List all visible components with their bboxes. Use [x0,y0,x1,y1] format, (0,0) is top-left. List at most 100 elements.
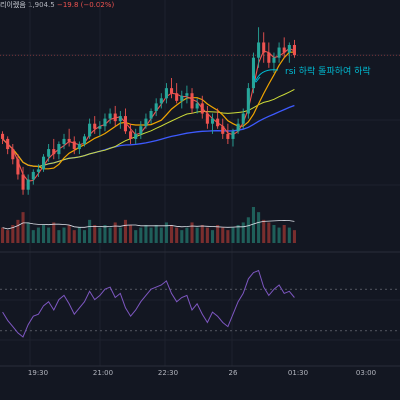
candle [67,128,71,147]
candle-body [170,88,174,94]
volume-bar [98,227,102,243]
volume-bar [113,222,117,243]
candle [180,90,184,109]
volume-bar [282,225,286,243]
candle [210,113,215,134]
volume-bar [221,227,225,243]
rsi-line [2,269,295,338]
volume-bar [21,212,25,243]
candle-body [236,123,240,132]
volume-bar [246,217,250,243]
candle [251,52,256,94]
volume-bar [226,230,230,243]
candle [277,42,281,63]
volume-bar [159,227,163,243]
candle [205,105,209,129]
volume-bar [205,227,209,243]
price-change: −19.8 (−0.02%) [56,1,115,9]
candle-body [108,113,112,119]
candle [93,116,97,134]
volume-bars [1,207,296,243]
volume-bar [88,219,92,243]
candle [113,105,117,127]
volume-bar [277,227,281,243]
annotation-arrow-path [255,69,279,81]
volume-bar [77,227,81,243]
candle [144,113,148,129]
candle [246,83,250,119]
candle-body [41,156,46,170]
volume-bar [36,227,40,243]
volume-bar [62,227,66,243]
candle-body [241,113,245,124]
time-tick-label: 22:30 [158,369,178,377]
candle [149,108,153,124]
candle-body [93,123,97,129]
candle-body [226,133,230,139]
ma-line-mid [2,51,295,170]
candle-body [36,169,40,172]
candle-body [175,93,179,101]
volume-bar [103,225,107,243]
volume-bar [287,227,291,243]
candle-body [123,116,127,132]
volume-bar [31,230,35,243]
candle [216,108,220,129]
volume-bar [241,222,245,243]
candle [31,169,35,185]
candle-body [149,111,153,119]
time-tick-label: 21:00 [93,369,113,377]
candle-body [292,45,296,56]
candle [170,78,174,99]
ma-line-long [2,104,295,168]
candle [47,144,51,162]
volume-bar [164,222,168,243]
volume-bar [108,227,112,243]
volume-bar [11,225,15,243]
candle [282,37,286,58]
candle [139,121,143,139]
candle [236,118,240,134]
volume-bar [1,227,5,243]
moving-averages [2,47,295,182]
volume-bar [154,225,158,243]
volume-bar [267,222,271,243]
candle-body [205,113,209,124]
price-value: 1,904.5 [28,1,55,9]
volume-bar [118,227,122,243]
candle-body [134,133,138,139]
candle [287,42,291,63]
volume-bar [262,219,266,243]
annotation-arrowhead [252,75,261,83]
candle-body [277,47,281,58]
candle [52,138,56,160]
candle [164,83,168,104]
rsi-pane [0,269,400,338]
candle [41,154,46,172]
candle [195,98,199,114]
candle [226,123,230,144]
price-header: 리이렜음 1,904.5 −19.8 (−0.02%) [0,0,114,10]
volume-bar [57,230,61,243]
candle [57,141,61,160]
candle-body [287,45,291,53]
volume-bar [292,230,296,243]
volume-bar [129,225,133,243]
candle [175,83,179,104]
volume-bar [190,222,194,243]
volume-bar [272,225,276,243]
volume-bar [210,230,215,243]
candle [221,118,225,139]
candle [21,166,25,195]
candle-body [26,179,30,190]
volume-bar [67,225,71,243]
candle-body [77,144,81,150]
candle-body [195,103,199,109]
candle [98,121,102,137]
candle-body [154,103,158,111]
time-tick-label: 03:00 [356,369,376,377]
volume-bar [16,219,20,243]
candle-body [262,42,266,53]
candle [11,144,15,165]
candle [190,88,194,114]
